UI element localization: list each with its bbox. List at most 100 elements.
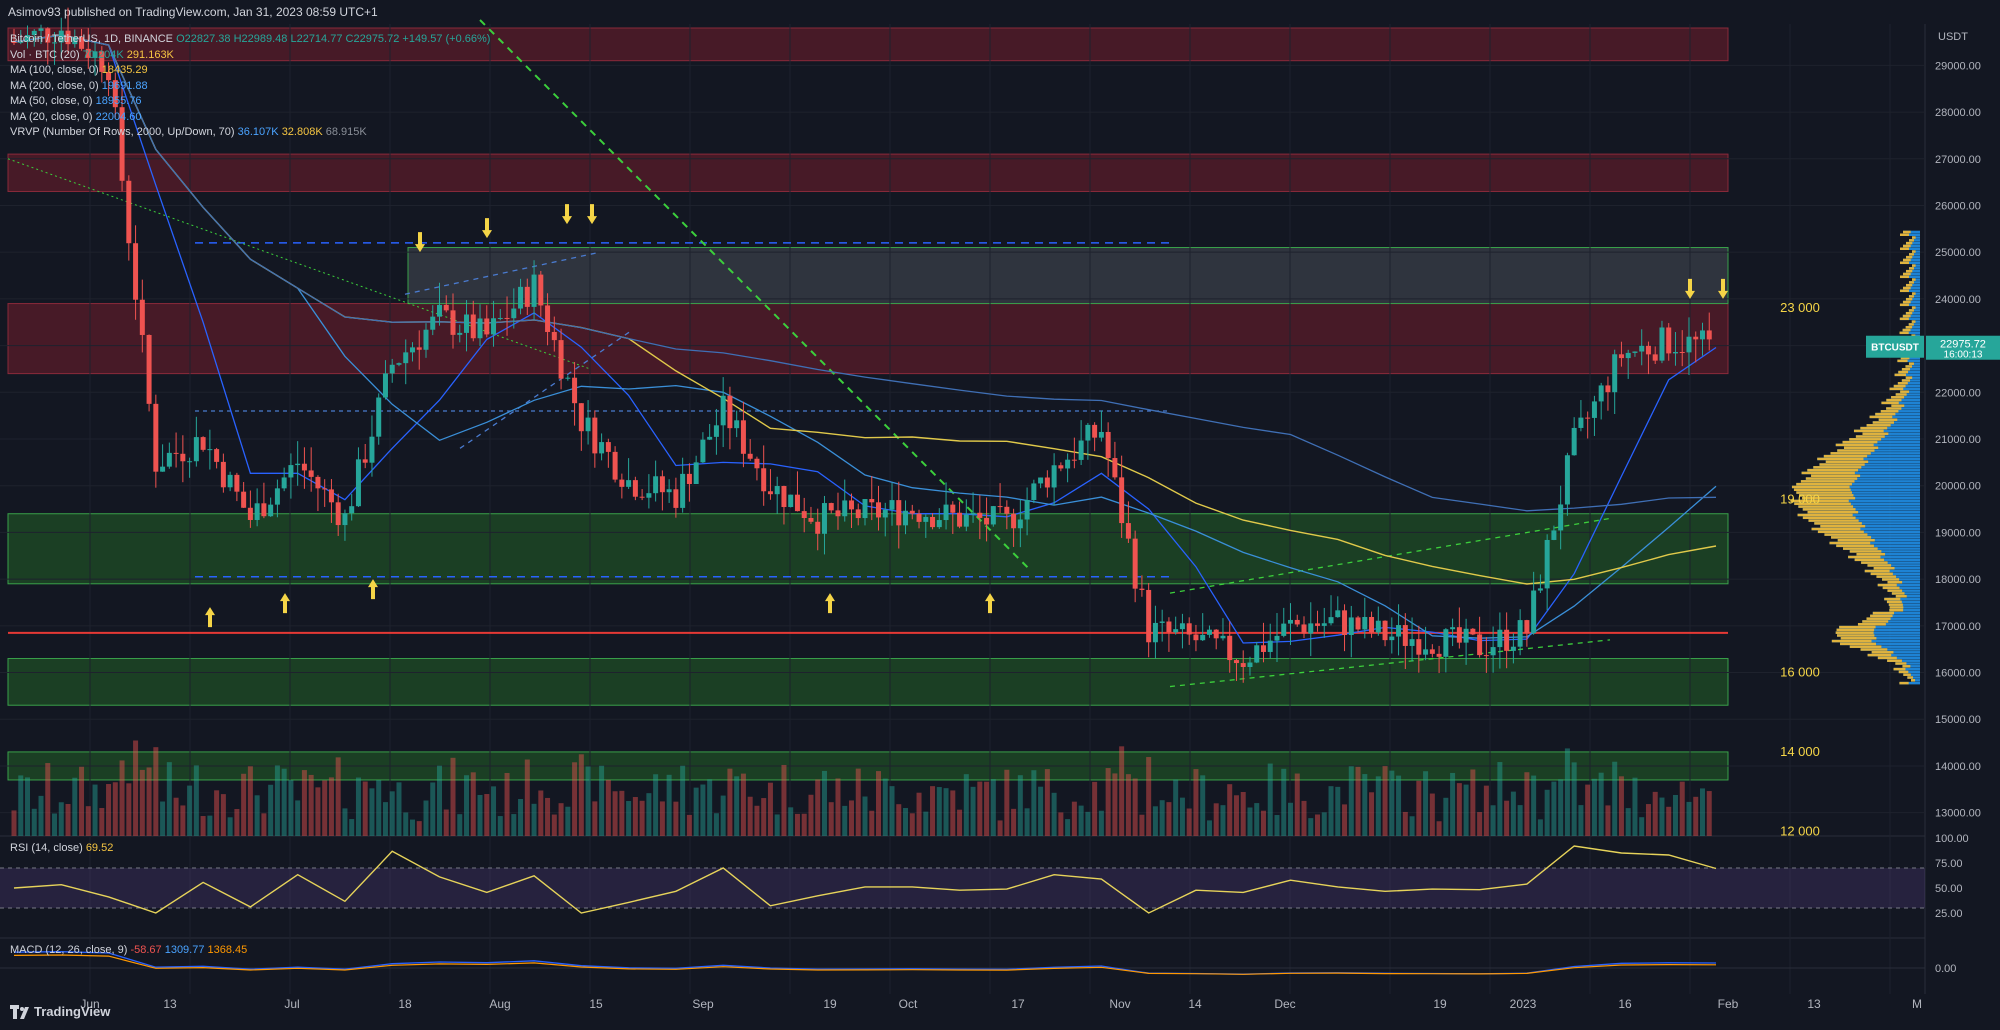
candle <box>1402 625 1408 646</box>
volume-profile-bar <box>1908 362 1920 365</box>
volume-profile-bar <box>1872 611 1920 615</box>
volume-profile-bar <box>1899 275 1909 279</box>
volume-bar <box>1348 766 1354 836</box>
volume-bar <box>977 781 983 836</box>
price-tick: 15000.00 <box>1935 714 1981 726</box>
volume-profile-bar <box>1889 387 1904 391</box>
vol-label[interactable]: Vol · BTC (20) <box>10 48 80 61</box>
volume-bar <box>382 802 388 836</box>
volume-bar <box>916 792 922 836</box>
price-tick: 13000.00 <box>1935 808 1981 820</box>
volume-profile-bar <box>1800 480 1920 483</box>
rsi-label[interactable]: RSI (14, close) <box>10 842 83 854</box>
volume-profile-bar <box>1866 424 1920 427</box>
volume-profile-bar <box>1802 496 1920 500</box>
vrvp-label[interactable]: VRVP (Number Of Rows, 2000, Up/Down, 70) <box>10 126 235 138</box>
volume-profile-bar <box>1830 452 1871 455</box>
candle <box>1328 617 1334 624</box>
volume-bar <box>1220 805 1226 836</box>
vrvp-value-1: 36.107K <box>237 126 279 138</box>
volume-profile-bar <box>1805 477 1858 480</box>
volume-profile-bar <box>1862 620 1920 623</box>
ma200-label[interactable]: MA (200, close, 0) <box>10 79 99 92</box>
volume-bar <box>1490 805 1496 836</box>
volume-bar <box>443 809 449 836</box>
candle <box>31 30 37 36</box>
volume-bar <box>815 779 821 836</box>
tradingview-logo-icon[interactable] <box>10 1003 30 1021</box>
volume-bar <box>700 784 706 836</box>
candle <box>409 347 415 353</box>
volume-profile-bar <box>1811 474 1861 478</box>
rsi-tick: 75.00 <box>1935 858 1963 870</box>
volume-profile-bar <box>1843 446 1879 449</box>
candle <box>794 494 800 512</box>
volume-profile-bar <box>1790 499 1849 503</box>
candle <box>1260 645 1266 652</box>
candle <box>1693 336 1699 340</box>
candle <box>234 474 240 492</box>
volume-profile-bar <box>1824 533 1920 536</box>
volume-profile-bar <box>1889 609 1920 612</box>
macd-label[interactable]: MACD (12, 26, close, 9) <box>10 944 128 956</box>
chart-legend: Bitcoin / TetherUS, 1D, BINANCE O22827.3… <box>10 32 490 141</box>
footer-brand[interactable]: TradingView <box>34 1004 111 1019</box>
volume-bar <box>1193 769 1199 836</box>
time-tick: Aug <box>489 997 510 1011</box>
candle <box>531 274 537 307</box>
volume-profile-bar <box>1908 281 1920 284</box>
candle <box>538 274 544 306</box>
volume-bar <box>578 754 584 836</box>
volume-profile-bar <box>1836 628 1920 632</box>
volume-profile-bar <box>1877 656 1897 660</box>
volume-profile-bar <box>1799 494 1920 497</box>
time-tick: 19 <box>823 997 837 1011</box>
candle <box>1301 624 1307 634</box>
volume-profile-bar <box>1817 457 1920 461</box>
candle <box>491 318 497 335</box>
ohlc-values: O22827.38 H22989.48 L22714.77 C22975.72 … <box>176 33 491 45</box>
volume-profile-bar <box>1870 614 1920 618</box>
volume-bar <box>970 786 976 836</box>
candle <box>842 500 848 517</box>
symbol-title[interactable]: Bitcoin / TetherUS, 1D, BINANCE <box>10 33 174 45</box>
volume-bar <box>1672 794 1678 836</box>
candle <box>1220 635 1226 639</box>
up-arrow-icon <box>985 593 995 614</box>
candle <box>889 500 895 510</box>
candle <box>126 180 132 244</box>
volume-profile-bar <box>1853 429 1920 433</box>
volume-bar <box>599 765 605 836</box>
volume-profile-bar <box>1807 468 1859 472</box>
volume-profile-bar <box>1876 575 1920 578</box>
candle <box>801 511 807 518</box>
volume-profile-bar <box>1888 603 1920 606</box>
volume-bar <box>126 783 132 836</box>
volume-profile-bar <box>1902 328 1911 332</box>
volume-bar <box>659 801 665 836</box>
candle <box>52 42 58 44</box>
candle <box>1463 628 1469 643</box>
volume-profile-bar <box>1899 247 1920 251</box>
candle <box>1679 352 1685 354</box>
ma50-label[interactable]: MA (50, close, 0) <box>10 95 93 107</box>
volume-profile-bar <box>1907 676 1914 679</box>
volume-bar <box>781 764 787 836</box>
ma100-label[interactable]: MA (100, close, 0) <box>10 64 99 76</box>
candle <box>214 449 220 462</box>
volume-profile-bar <box>1862 432 1889 435</box>
candle <box>1119 477 1125 524</box>
ma200-line <box>13 34 1717 512</box>
time-tick: 19 <box>1433 997 1447 1011</box>
volume-profile-bar <box>1882 586 1920 590</box>
volume-profile-bar <box>1870 572 1920 576</box>
current-price: 22975.72 <box>1940 339 1986 351</box>
volume-bar <box>558 803 564 836</box>
ma20-label[interactable]: MA (20, close, 0) <box>10 110 93 123</box>
candle <box>281 477 287 489</box>
candle <box>1011 513 1017 529</box>
volume-bar <box>903 808 909 836</box>
volume-bar <box>227 817 233 836</box>
volume-profile-bar <box>1796 482 1920 486</box>
